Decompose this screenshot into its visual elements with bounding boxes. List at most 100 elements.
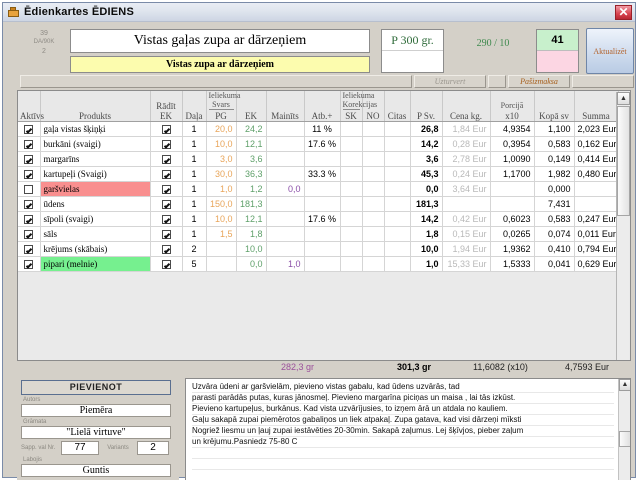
cell-kopa-sv[interactable]: 0,583 bbox=[534, 211, 575, 227]
cell-ek[interactable]: 0,0 bbox=[236, 256, 267, 272]
aktivs-checkbox[interactable] bbox=[24, 215, 34, 225]
radit-ek-checkbox[interactable] bbox=[161, 155, 171, 165]
cell-dala[interactable]: 2 bbox=[182, 241, 207, 257]
cell-no[interactable] bbox=[362, 121, 385, 137]
cell-kopa-sv[interactable]: 0,583 bbox=[534, 136, 575, 152]
th-porcija[interactable]: Porcijā x10 bbox=[490, 91, 535, 122]
radit-ek-checkbox[interactable] bbox=[161, 125, 171, 135]
cell-no[interactable] bbox=[362, 226, 385, 242]
ingredients-grid[interactable]: Aktīvs Produkts Rādīt EK Daļa Ieliekuma … bbox=[17, 90, 631, 361]
cell-ek[interactable]: 1,8 bbox=[236, 226, 267, 242]
cell-porcija[interactable]: 1,0090 bbox=[490, 151, 535, 167]
cell-radit-ek[interactable] bbox=[150, 151, 183, 167]
cell-produkts[interactable]: sāls bbox=[40, 226, 151, 242]
cell-atb[interactable] bbox=[304, 226, 341, 242]
cell-citas[interactable] bbox=[384, 136, 411, 152]
pasizmaksa-button[interactable]: Pašizmaksa bbox=[508, 75, 570, 88]
cell-ek[interactable]: 12,1 bbox=[236, 136, 267, 152]
aktivs-checkbox[interactable] bbox=[24, 200, 34, 210]
radit-ek-checkbox[interactable] bbox=[161, 260, 171, 270]
table-row[interactable]: sāls 1 1,5 1,8 1,8 0,15 Eur 0,0265 0,074 0,011 E… bbox=[18, 226, 619, 242]
cell-pg[interactable]: 1,5 bbox=[206, 226, 237, 242]
cell-summa[interactable]: 2,023 Eur bbox=[574, 121, 619, 137]
cell-citas[interactable] bbox=[384, 241, 411, 257]
cell-atb[interactable] bbox=[304, 256, 341, 272]
dish-subname-input[interactable]: Vistas zupa ar dārzeņiem bbox=[70, 56, 370, 73]
cell-p-sv[interactable]: 1,8 bbox=[410, 226, 443, 242]
th-mainits[interactable]: Mainīts bbox=[266, 91, 305, 122]
cell-p-sv[interactable]: 14,2 bbox=[410, 136, 443, 152]
cell-dala[interactable]: 5 bbox=[182, 256, 207, 272]
table-row[interactable]: ūdens 1 150,0 181,3 181,3 7,431 bbox=[18, 196, 619, 212]
cell-kopa-sv[interactable]: 0,000 bbox=[534, 181, 575, 197]
cell-porcija[interactable]: 0,0265 bbox=[490, 226, 535, 242]
cell-pg[interactable]: 150,0 bbox=[206, 196, 237, 212]
cell-produkts[interactable]: pipari (melnie) bbox=[40, 256, 151, 272]
cell-citas[interactable] bbox=[384, 151, 411, 167]
cell-dala[interactable]: 1 bbox=[182, 136, 207, 152]
aktivs-checkbox[interactable] bbox=[24, 245, 34, 255]
cell-sk[interactable] bbox=[340, 151, 363, 167]
cell-kopa-sv[interactable]: 0,149 bbox=[534, 151, 575, 167]
cell-radit-ek[interactable] bbox=[150, 241, 183, 257]
cell-porcija[interactable] bbox=[490, 181, 535, 197]
cell-cena-kg[interactable]: 0,24 Eur bbox=[442, 166, 491, 182]
th-p-sv[interactable]: P Sv. bbox=[410, 91, 443, 122]
cell-radit-ek[interactable] bbox=[150, 256, 183, 272]
cell-pg[interactable]: 30,0 bbox=[206, 166, 237, 182]
portion-value[interactable]: P 300 gr. bbox=[382, 30, 443, 51]
cell-mainits[interactable] bbox=[266, 196, 305, 212]
cell-atb[interactable]: 33.3 % bbox=[304, 166, 341, 182]
radit-ek-checkbox[interactable] bbox=[161, 185, 171, 195]
cell-cena-kg[interactable]: 0,42 Eur bbox=[442, 211, 491, 227]
aktivs-checkbox[interactable] bbox=[24, 185, 34, 195]
dish-name-input[interactable]: Vistas gaļas zupa ar dārzeņiem bbox=[70, 29, 370, 53]
cell-ek[interactable]: 3,6 bbox=[236, 151, 267, 167]
cell-no[interactable] bbox=[362, 241, 385, 257]
cell-summa[interactable]: 0,247 Eur bbox=[574, 211, 619, 227]
cell-summa[interactable]: 0,011 Eur bbox=[574, 226, 619, 242]
cell-sk[interactable] bbox=[340, 226, 363, 242]
aktivs-checkbox[interactable] bbox=[24, 140, 34, 150]
cell-porcija[interactable]: 0,3954 bbox=[490, 136, 535, 152]
cell-atb[interactable] bbox=[304, 241, 341, 257]
cell-dala[interactable]: 1 bbox=[182, 121, 207, 137]
cell-ek[interactable]: 24,2 bbox=[236, 121, 267, 137]
cell-mainits[interactable]: 0,0 bbox=[266, 181, 305, 197]
cell-porcija[interactable]: 1,9362 bbox=[490, 241, 535, 257]
th-sk[interactable]: Ieliekuma Korekcijas SK bbox=[340, 91, 377, 122]
recipe-scroll-up-icon[interactable]: ▲ bbox=[619, 379, 630, 391]
cell-cena-kg[interactable]: 0,15 Eur bbox=[442, 226, 491, 242]
cell-kopa-sv[interactable]: 1,100 bbox=[534, 121, 575, 137]
cell-citas[interactable] bbox=[384, 256, 411, 272]
recipe-scroll-thumb[interactable] bbox=[619, 431, 630, 447]
cell-atb[interactable] bbox=[304, 151, 341, 167]
cell-no[interactable] bbox=[362, 151, 385, 167]
radit-ek-checkbox[interactable] bbox=[161, 215, 171, 225]
cell-mainits[interactable] bbox=[266, 121, 305, 137]
th-aktivs[interactable]: Aktīvs bbox=[18, 91, 44, 122]
cell-aktivs[interactable] bbox=[18, 166, 41, 182]
cell-pg[interactable] bbox=[206, 256, 237, 272]
cell-aktivs[interactable] bbox=[18, 151, 41, 167]
table-row[interactable]: gaļa vistas šķiņķi 1 20,0 24,2 11 % 26,8 1,84 … bbox=[18, 121, 619, 137]
cell-no[interactable] bbox=[362, 136, 385, 152]
cell-aktivs[interactable] bbox=[18, 136, 41, 152]
uzturvert-button[interactable]: Uzturvert bbox=[414, 75, 486, 88]
cell-cena-kg[interactable]: 2,78 Eur bbox=[442, 151, 491, 167]
cell-pg[interactable] bbox=[206, 241, 237, 257]
cell-summa[interactable]: 0,794 Eur bbox=[574, 241, 619, 257]
cell-produkts[interactable]: kartupeļi (Svaigi) bbox=[40, 166, 151, 182]
cell-pg[interactable]: 3,0 bbox=[206, 151, 237, 167]
cell-summa[interactable] bbox=[574, 196, 619, 212]
radit-ek-checkbox[interactable] bbox=[161, 245, 171, 255]
refresh-button[interactable]: Aktualizēt bbox=[586, 28, 634, 74]
cell-produkts[interactable]: garšvielas bbox=[40, 181, 151, 197]
cell-dala[interactable]: 1 bbox=[182, 226, 207, 242]
th-citas[interactable]: Citas bbox=[384, 91, 411, 122]
cell-ek[interactable]: 10,0 bbox=[236, 241, 267, 257]
cell-aktivs[interactable] bbox=[18, 181, 41, 197]
cell-porcija[interactable]: 1,1700 bbox=[490, 166, 535, 182]
cell-kopa-sv[interactable]: 0,074 bbox=[534, 226, 575, 242]
cell-summa[interactable]: 0,414 Eur bbox=[574, 151, 619, 167]
